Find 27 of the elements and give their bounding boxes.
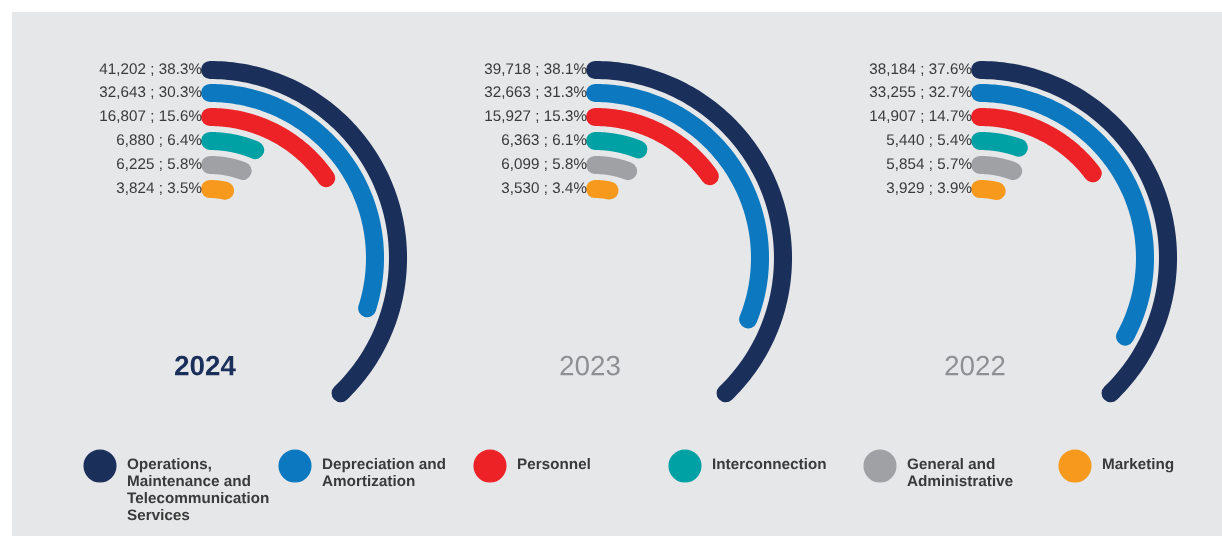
data-label: 39,718 ; 38.1% [484,63,587,76]
data-label: 14,907 ; 14.7% [870,110,972,123]
data-label: 32,643 ; 30.3% [99,86,202,99]
category-label: Marketing [1103,458,1174,473]
text: 2023 [560,355,620,376]
category-label: General and Administrative [907,458,1013,487]
category-label: Personnel [518,458,590,470]
text: 2024 [175,355,236,376]
text: 2022 [945,355,1005,376]
category-label: Interconnection [713,458,826,470]
data-label: 41,202 ; 38.3% [99,63,202,76]
data-label: 5,440 ; 5.4% [886,134,972,147]
data-label: 5,854 ; 5.7% [886,158,972,171]
data-label: 6,225 ; 5.8% [116,158,202,171]
data-label: 15,927 ; 15.3% [485,110,587,123]
data-label: 6,363 ; 6.1% [501,134,587,147]
data-label: 16,807 ; 15.6% [100,110,202,123]
data-label: 6,099 ; 5.8% [501,158,587,171]
category-label: Depreciation and Amortization [322,458,445,487]
data-label: 32,663 ; 31.3% [484,86,587,99]
data-label: 33,255 ; 32.7% [869,86,972,99]
category-label: Operations, Maintenance and Telecommunication Services [127,458,269,521]
data-label: 38,184 ; 37.6% [869,63,972,76]
data-label: 6,880 ; 6.4% [116,134,202,147]
data-label: 3,929 ; 3.9% [886,182,972,195]
data-label: 3,824 ; 3.5% [116,182,202,195]
data-label: 3,530 ; 3.4% [501,182,587,195]
